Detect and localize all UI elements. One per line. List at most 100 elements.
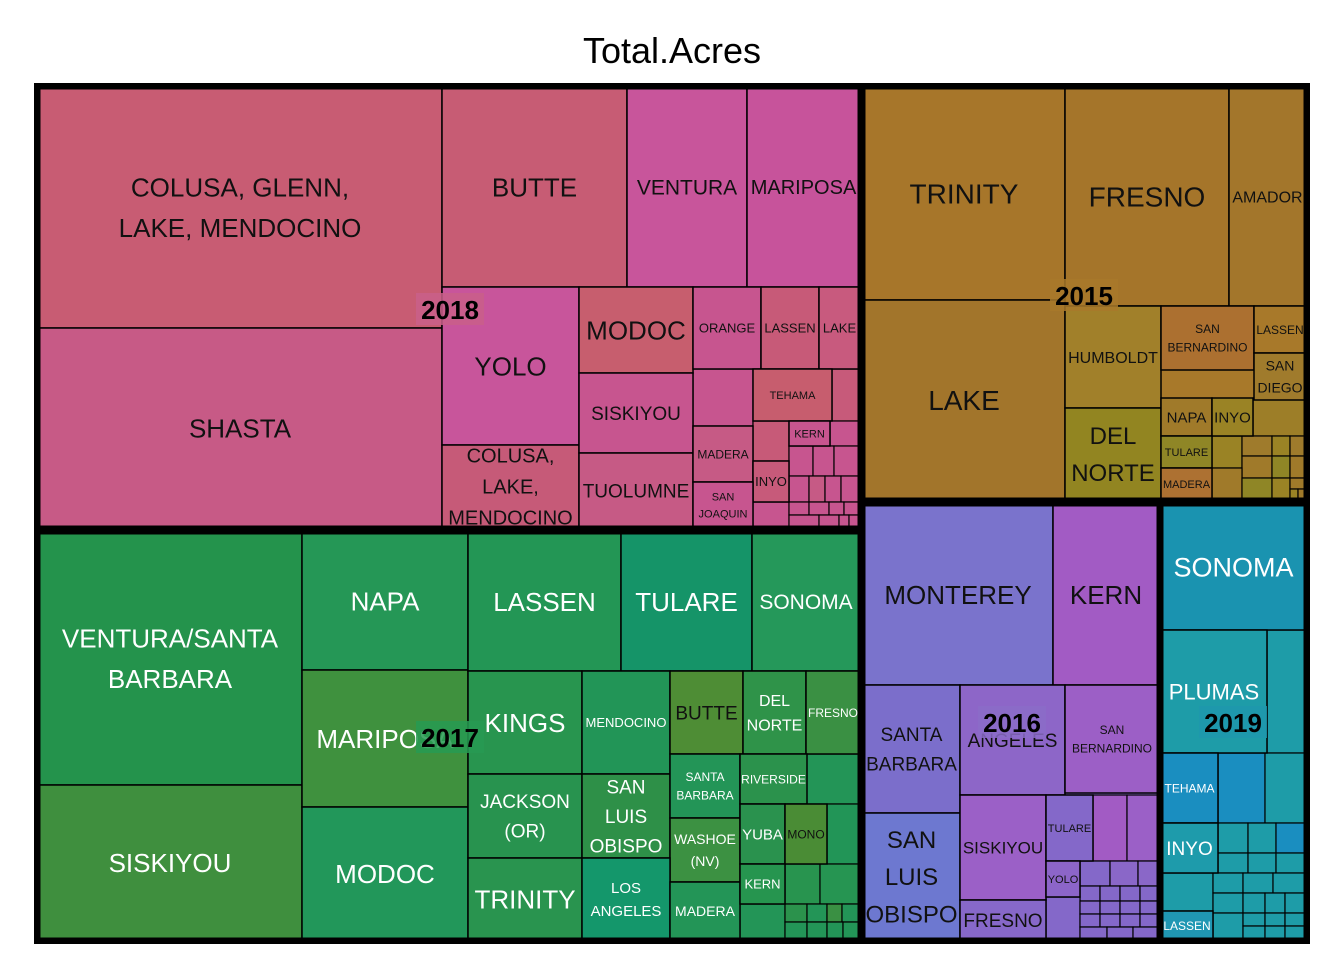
cell-label-line: MENDOCINO [448,508,572,530]
cell-rect [1211,397,1254,437]
cell-2019-tehama: TEHAMA [1160,752,1219,824]
cell-rect [1160,305,1255,371]
cell-label-line: TULARE [1165,447,1208,459]
cell-label-line: LASSEN [493,587,596,617]
cell-label-line: HUMBOLDT [1068,350,1158,367]
cell-2016-small-10 [1079,900,1101,915]
cell-label-line: (OR) [504,822,545,843]
cell-label: WASHOE (NV) [674,831,736,869]
cell-rect [37,531,303,786]
cell-2017-mendocino: MENDOCINO [581,670,671,775]
cell-label-line: OBISPO [865,901,957,928]
cell-rect [959,899,1047,941]
cell-2018-modoc: MODOC [578,286,694,374]
cell-2017-napa: NAPA [301,531,469,671]
group-label-text: 2019 [1204,708,1262,738]
cell-rect [1160,503,1307,631]
group-label-2015: 2015 [1050,279,1118,311]
cell-label: LASSEN [764,321,815,336]
cell-label: SISKIYOU [109,848,232,878]
cell-label-line: COLUSA, [467,446,555,468]
cell-2018-mariposa: MARIPOSA [746,86,861,288]
cell-label-line: FRESNO [1089,182,1206,213]
cell-label-line: INYO [1166,839,1212,860]
cell-label: MONO [787,827,824,841]
cell-label: SANTA BARBARA [866,725,957,775]
chart-title: Total.Acres [582,30,762,71]
treemap-frame [34,83,1310,944]
cell-rect [581,773,671,859]
cell-2019-small-10 [1212,872,1244,894]
cell-rect [788,420,831,447]
cell-label-line: VENTURA/SANTA [62,624,279,654]
cell-2015-san-bernardino: SAN BERNARDINO [1160,305,1255,371]
cell-label: MADERA [675,903,736,919]
group-label-background [1199,706,1267,738]
cell-label-line: (NV) [691,853,720,869]
cell-rect [739,803,786,865]
cell-label-line: TUOLUMNE [583,481,690,502]
cell-label-line: YOLO [474,351,546,381]
cell-2019-small-3 [1217,822,1249,854]
cell-2017-mono: MONO [784,803,828,865]
cell-label: MODOC [335,859,435,889]
cell-2016-san-luis-obispo: SAN LUIS OBISPO [862,812,961,941]
cell-label: RIVERSIDE [741,772,806,786]
cell-label: SAN LUIS OBISPO [590,777,663,857]
cell-2017-trinity: TRINITY [467,857,583,941]
cell-2016-siskiyou: SISKIYOU [959,794,1047,901]
cell-label: MONTEREY [884,580,1031,610]
cell-2018-small-1 [831,368,861,422]
cell-2018-small-4 [788,445,814,477]
cell-label: LOS ANGELES [591,880,662,920]
cell-label-line: BERNARDINO [1167,341,1247,355]
cell-2018-small-14 [828,501,845,516]
cell-2018-shasta: SHASTA [37,327,443,529]
cell-label: COLUSA, GLENN, LAKE, MENDOCINO [119,173,362,243]
cell-label: TRINITY [910,179,1019,210]
cell-label-line: BERNARDINO [1072,742,1152,756]
cell-2019-small-15 [1264,892,1286,914]
cell-label: INYO [755,474,787,489]
group-label-2019: 2019 [1199,706,1267,738]
cell-label-line: LASSEN [1256,323,1303,337]
cell-2016-los-angeles: ANGELES [959,684,1066,796]
cell-2018-lassen: LASSEN [760,286,820,370]
cell-2015-small-3 [1271,435,1291,457]
cell-label-line: LOS [611,880,641,897]
cell-2019-sonoma: SONOMA [1160,503,1307,631]
cell-2019-small-8 [1275,852,1307,874]
cell-label-line: MONO [787,827,824,841]
cell-2016-small-12 [1119,900,1141,915]
cell-label: LASSEN [1256,323,1303,337]
cell-2017-riverside: RIVERSIDE [739,753,808,805]
cell-2015-small-5 [1241,455,1273,479]
cell-label-line: BARBARA [676,789,733,803]
cell-label: MODOC [586,315,686,345]
cell-2017-small-6 [806,903,828,923]
cell-2015-del-norte: DEL NORTE [1064,407,1162,501]
cell-2017-lassen: LASSEN [467,531,622,672]
cell-rect [1160,910,1214,941]
cell-2016-small-1 [1126,794,1160,862]
cell-2017-madera: MADERA [669,881,741,941]
cell-label-line: TRINITY [910,179,1019,210]
cell-rect [1045,860,1081,898]
cell-label-line: MADERA [697,447,748,461]
cell-label-line: NAPA [1167,409,1207,426]
cell-label-line: MONTEREY [884,580,1031,610]
cell-2019-small-6 [1217,852,1249,874]
cell-label: SISKIYOU [963,839,1043,858]
cell-rect [301,806,469,941]
cell-label: ORANGE [699,321,756,336]
cell-label-line: TEHAMA [1164,781,1214,795]
cell-2019-small-2 [1264,752,1307,824]
cell-label: SISKIYOU [591,404,681,425]
cell-label: BUTTE [492,172,577,202]
cell-2019-small-13 [1212,892,1244,914]
cell-label: VENTURA [637,177,737,200]
cell-rect [467,857,583,941]
cell-2017-jackson-or: JACKSON (OR) [467,773,583,859]
cell-2018-siskiyou: SISKIYOU [578,372,694,454]
cell-2019-small-9 [1160,872,1214,912]
